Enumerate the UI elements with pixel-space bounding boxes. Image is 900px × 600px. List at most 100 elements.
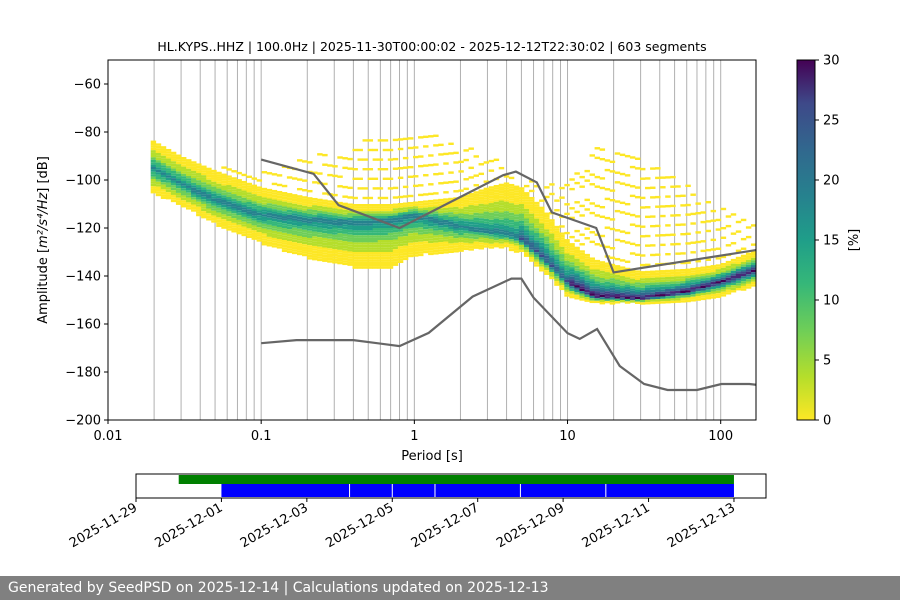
heatmap-cell bbox=[357, 235, 363, 238]
heatmap-cell bbox=[715, 290, 722, 294]
heatmap-cell bbox=[740, 257, 747, 260]
heatmap-cell bbox=[281, 225, 288, 229]
heatmap-cell bbox=[337, 242, 343, 246]
heatmap-outlier-cell bbox=[584, 169, 590, 173]
heatmap-cell bbox=[402, 209, 409, 213]
heatmap-cell bbox=[155, 176, 162, 180]
heatmap-cell bbox=[221, 185, 227, 188]
heatmap-cell bbox=[488, 215, 495, 218]
y-tick-label: −120 bbox=[65, 222, 101, 237]
heatmap-cell bbox=[508, 200, 515, 204]
heatmap-cell bbox=[266, 224, 273, 228]
heatmap-cell bbox=[317, 208, 323, 211]
heatmap-outlier-cell bbox=[655, 167, 661, 170]
heatmap-cell bbox=[564, 287, 570, 290]
heatmap-cell bbox=[735, 276, 742, 279]
heatmap-cell bbox=[332, 261, 338, 264]
heatmap-cell bbox=[357, 230, 363, 233]
heatmap-cell bbox=[392, 208, 399, 211]
heatmap-cell bbox=[695, 296, 701, 299]
heatmap-outlier-cell bbox=[655, 224, 661, 228]
heatmap-outlier-cell bbox=[574, 172, 580, 175]
heatmap-cell bbox=[463, 197, 469, 200]
heatmap-cell bbox=[453, 216, 459, 219]
heatmap-cell bbox=[387, 252, 394, 255]
heatmap-outlier-cell bbox=[599, 177, 606, 180]
heatmap-cell bbox=[226, 204, 232, 207]
heatmap-cell bbox=[372, 208, 379, 212]
heatmap-cell bbox=[594, 281, 601, 284]
heatmap-cell bbox=[387, 220, 394, 224]
heatmap-outlier-cell bbox=[624, 154, 631, 158]
heatmap-cell bbox=[478, 220, 485, 224]
heatmap-cell bbox=[327, 233, 333, 237]
heatmap-cell bbox=[569, 247, 575, 251]
heatmap-cell bbox=[186, 175, 192, 179]
heatmap-cell bbox=[211, 181, 217, 185]
heatmap-outlier-cell bbox=[407, 194, 414, 198]
heatmap-cell bbox=[418, 251, 424, 254]
heatmap-cell bbox=[473, 224, 479, 228]
heatmap-cell bbox=[170, 187, 177, 191]
heatmap-cell bbox=[695, 291, 701, 294]
heatmap-cell bbox=[539, 213, 545, 217]
heatmap-cell bbox=[529, 249, 535, 253]
heatmap-cell bbox=[332, 225, 338, 228]
heatmap-outlier-cell bbox=[690, 241, 696, 244]
heatmap-cell bbox=[539, 242, 545, 246]
heatmap-cell bbox=[382, 249, 389, 252]
heatmap-cell bbox=[327, 209, 333, 213]
heatmap-cell bbox=[609, 302, 616, 305]
heatmap-cell bbox=[508, 239, 515, 242]
heatmap-cell bbox=[428, 216, 434, 220]
heatmap-cell bbox=[428, 204, 434, 208]
heatmap-cell bbox=[488, 243, 495, 247]
heatmap-cell bbox=[559, 263, 565, 267]
heatmap-cell bbox=[352, 252, 358, 255]
heatmap-cell bbox=[347, 210, 353, 214]
heatmap-cell bbox=[246, 197, 252, 200]
heatmap-cell bbox=[226, 180, 232, 183]
heatmap-cell bbox=[463, 235, 469, 239]
heatmap-cell bbox=[534, 206, 540, 210]
heatmap-cell bbox=[634, 284, 641, 288]
heatmap-cell bbox=[201, 196, 207, 200]
heatmap-cell bbox=[155, 188, 162, 192]
heatmap-cell bbox=[322, 233, 328, 236]
heatmap-cell bbox=[438, 215, 444, 219]
heatmap-cell bbox=[483, 233, 490, 236]
heatmap-outlier-cell bbox=[448, 171, 454, 174]
heatmap-outlier-cell bbox=[594, 147, 601, 150]
heatmap-cell bbox=[347, 246, 353, 250]
heatmap-cell bbox=[372, 254, 379, 257]
heatmap-cell bbox=[574, 297, 580, 300]
heatmap-cell bbox=[518, 247, 525, 250]
heatmap-cell bbox=[498, 231, 505, 235]
heatmap-cell bbox=[453, 223, 459, 227]
heatmap-cell bbox=[438, 208, 444, 211]
heatmap-cell bbox=[468, 248, 474, 251]
heatmap-outlier-cell bbox=[685, 242, 691, 245]
heatmap-cell bbox=[196, 213, 202, 217]
heatmap-outlier-cell bbox=[433, 192, 439, 195]
heatmap-cell bbox=[488, 200, 495, 204]
heatmap-cell bbox=[423, 248, 429, 251]
heatmap-cell bbox=[312, 217, 318, 220]
heatmap-cell bbox=[478, 199, 485, 202]
heatmap-cell bbox=[201, 187, 207, 190]
heatmap-cell bbox=[221, 192, 227, 196]
heatmap-outlier-cell bbox=[503, 175, 510, 178]
heatmap-cell bbox=[387, 266, 394, 269]
heatmap-outlier-cell bbox=[579, 204, 585, 208]
heatmap-cell bbox=[564, 251, 570, 254]
heatmap-cell bbox=[286, 219, 293, 222]
heatmap-cell bbox=[589, 283, 595, 287]
heatmap-cell bbox=[251, 215, 258, 219]
heatmap-cell bbox=[503, 192, 510, 195]
heatmap-cell bbox=[559, 256, 565, 259]
heatmap-cell bbox=[246, 189, 252, 193]
heatmap-cell bbox=[513, 207, 520, 210]
heatmap-cell bbox=[554, 281, 560, 284]
heatmap-cell bbox=[549, 264, 555, 268]
heatmap-cell bbox=[473, 215, 479, 218]
